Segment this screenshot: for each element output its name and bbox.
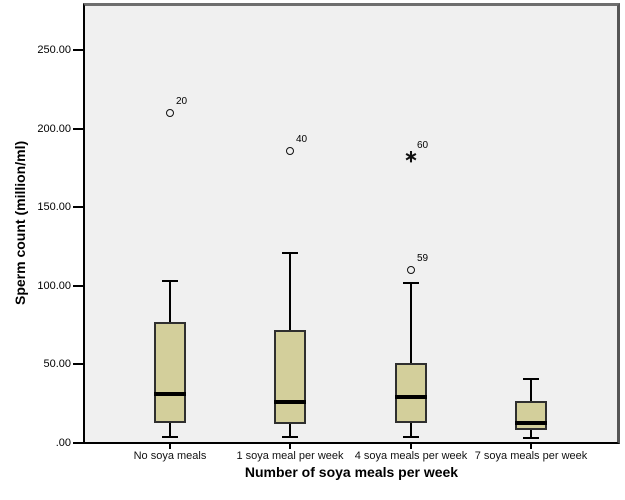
whisker-cap-upper [403, 281, 419, 284]
x-axis-tick [410, 444, 412, 449]
y-axis-tick-label: .00 [55, 437, 71, 449]
median-line [395, 395, 427, 400]
y-axis-tick [73, 284, 83, 287]
x-axis-tick-label: 1 soya meal per week [236, 450, 344, 462]
x-axis-tick [530, 444, 532, 449]
median-line [154, 392, 186, 397]
x-axis-tick [289, 444, 291, 449]
y-axis-tick [73, 49, 83, 51]
whisker-cap-upper [282, 251, 298, 254]
median-line [274, 400, 306, 405]
y-axis-tick [73, 363, 83, 366]
outlier-circle [286, 146, 294, 155]
whisker-cap-lower [282, 435, 298, 438]
x-axis-tick-label: No soya meals [133, 450, 207, 462]
median-line [515, 420, 547, 425]
x-axis-tick-label: 7 soya meals per week [474, 450, 588, 462]
box-iqr [395, 362, 427, 423]
outlier-label: 20 [176, 95, 188, 107]
y-axis-tick [73, 127, 83, 130]
y-axis-tick-label: 100.00 [37, 279, 71, 292]
box-iqr [515, 400, 547, 431]
whisker-cap-lower [523, 437, 539, 440]
y-axis-tick-label: 50.00 [43, 358, 71, 371]
y-axis-tick [73, 206, 83, 209]
y-axis-tick-label: 150.00 [37, 201, 71, 214]
box-iqr [274, 329, 306, 425]
y-axis-tick-label: 250.00 [37, 44, 71, 56]
whisker-cap-lower [403, 435, 419, 438]
y-axis-title: Sperm count (million/ml) [12, 140, 28, 306]
whisker-cap-upper [523, 377, 539, 380]
whisker-cap-upper [162, 280, 178, 283]
outlier-label: 59 [417, 253, 429, 265]
y-axis-tick [73, 442, 83, 444]
box-iqr [154, 321, 186, 423]
outlier-label: 60 [417, 139, 429, 151]
whisker-line [410, 282, 412, 437]
outlier-circle [407, 266, 415, 275]
outlier-label: 40 [296, 133, 308, 145]
whisker-cap-lower [162, 435, 178, 438]
x-axis-tick-label: 4 soya meals per week [354, 450, 468, 462]
outlier-circle [166, 108, 174, 117]
y-axis-tick-label: 200.00 [37, 122, 71, 135]
x-axis-tick [169, 444, 171, 449]
x-axis-title: Number of soya meals per week [244, 464, 459, 480]
extreme-outlier-star: ∗ [403, 146, 419, 166]
